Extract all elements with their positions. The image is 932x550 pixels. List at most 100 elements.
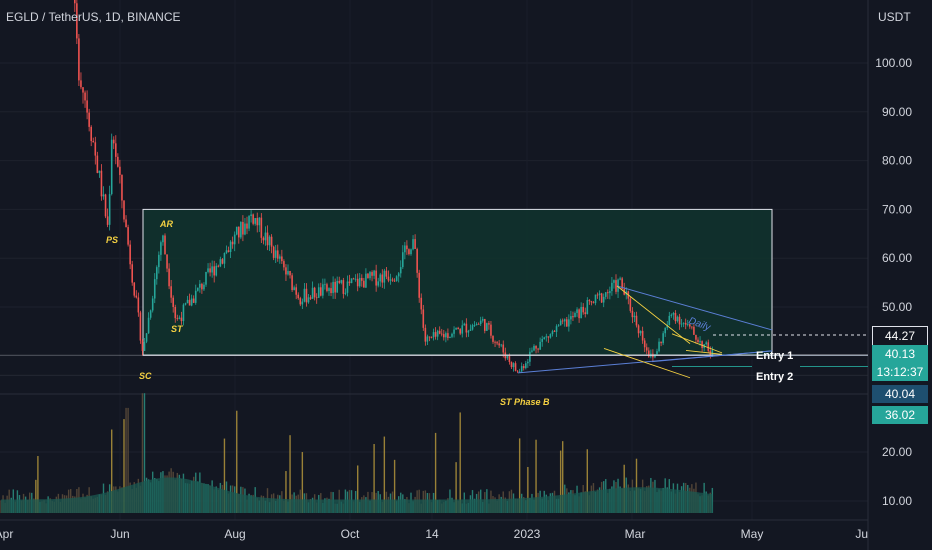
candle-body [90,126,92,142]
candle-body [473,325,476,326]
candle-body [334,281,336,293]
candle [395,275,398,282]
candle-body [96,155,99,173]
candle-body [344,292,347,294]
candle [127,224,129,247]
candle-body [123,200,125,220]
volume-bar [535,439,537,513]
last-price-label: 40.13 [872,345,928,363]
candle-body [525,363,527,369]
candle-body [348,281,351,284]
candle [121,174,123,209]
candle-body [78,38,80,81]
candle [637,324,640,338]
candle [80,72,82,90]
candle-body [639,330,642,334]
candle-body [449,336,451,338]
candle [414,234,416,250]
candle-body [535,345,537,349]
candle [151,295,154,313]
wedge-line[interactable] [671,333,723,354]
candle-body [609,291,611,294]
candle-body [326,284,328,291]
candle [379,272,382,287]
candle-body [276,250,279,259]
price-tick: 70.00 [882,202,912,216]
candle-body [496,342,498,344]
candle [557,323,560,327]
daily-trendline[interactable] [616,285,773,331]
candle-body [369,272,371,279]
candle [307,294,310,304]
candle [645,343,648,355]
candle-body [361,277,363,281]
wedge-line[interactable] [685,349,723,355]
candle [648,347,650,358]
candle-body [426,336,429,342]
candle-body [94,142,97,156]
candle [219,256,222,268]
candle [141,339,144,356]
time-tick: 14 [425,527,439,541]
candle-body [176,318,179,319]
candle-body [307,297,310,303]
candle-body [660,341,662,344]
candle [135,290,138,299]
time-tick: May [741,527,764,541]
volume-bar [35,479,37,513]
candle-body [82,87,84,93]
candle-body [332,281,334,294]
axis-unit-label[interactable]: USDT [878,10,911,24]
candle-body [492,335,494,342]
candle [463,322,466,326]
wedge-base-line[interactable] [651,350,773,363]
time-axis[interactable]: Apr Jun Aug Oct 14 2023 Mar May Ju [0,527,868,541]
candle [488,321,490,330]
candle-body [201,283,203,290]
candle-body [600,293,603,303]
candle-body [285,267,287,275]
volume-bar [518,438,521,513]
wedge-line[interactable] [616,285,691,344]
candle [117,153,119,168]
candle [658,338,660,353]
price-tick: 50.00 [882,300,912,314]
candle [580,302,582,319]
range-box[interactable] [142,208,773,356]
price-axis[interactable]: 100.00 90.00 80.00 70.00 60.00 50.00 20.00 10.0… [875,56,912,508]
candle [213,260,215,283]
candle [326,282,328,293]
candle [293,285,295,291]
candle-body [115,143,117,157]
candle [459,328,461,336]
time-tick: Oct [341,527,360,541]
candle [633,312,636,323]
candle-body [570,316,572,320]
candle-body [381,274,384,283]
candle [443,329,445,341]
candle [340,279,343,285]
candle [576,307,578,317]
candle-body [125,219,127,228]
candle [467,329,470,337]
candle [461,320,464,338]
candle-body [139,312,142,341]
wedge-line[interactable] [603,348,691,379]
candle [641,326,644,344]
candle [100,164,103,201]
candle [137,292,140,317]
trendlines-layer[interactable] [0,285,868,379]
candle [174,304,177,323]
symbol-title[interactable]: EGLD / TetherUS, 1D, BINANCE [6,10,181,24]
candle [309,295,312,301]
volume-bar [459,412,461,513]
price-tick: 90.00 [882,105,912,119]
candle-body [160,242,162,255]
candle-body [596,294,599,296]
candle-body [432,332,435,338]
candle [424,324,427,346]
candle-body [643,340,646,348]
candle-body [475,323,478,326]
